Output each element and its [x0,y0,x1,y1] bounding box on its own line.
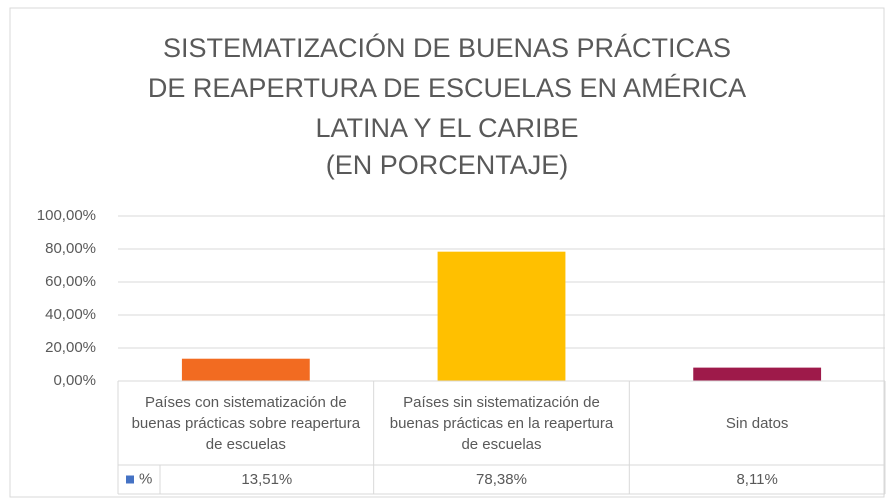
bar [693,367,822,381]
category-label: Sin datos [725,414,789,432]
chart-title: SISTEMATIZACIÓN DE BUENAS PRÁCTICAS [163,32,731,63]
data-label: 78,38% [476,471,527,488]
y-tick-label: 20,00% [45,339,96,356]
category-label: Países sin sistematización de buenas prá… [389,393,614,453]
bar [181,358,310,381]
y-tick-label: 100,00% [37,207,96,224]
chart-subtitle: (EN PORCENTAJE) [326,150,569,180]
data-label: 8,11% [736,471,778,488]
legend-label: % [139,470,152,487]
chart-title: LATINA Y EL CARIBE [315,113,578,143]
y-tick-label: 80,00% [45,240,96,257]
chart-title: DE REAPERTURA DE ESCUELAS EN AMÉRICA [148,73,746,103]
y-tick-label: 40,00% [45,306,96,323]
y-tick-label: 60,00% [45,273,96,290]
y-tick-label: 0,00% [53,372,96,389]
data-label: 13,51% [241,471,293,488]
bar [437,251,566,381]
legend-key [126,475,134,484]
category-label: Países con sistematización de buenas prá… [131,393,361,453]
